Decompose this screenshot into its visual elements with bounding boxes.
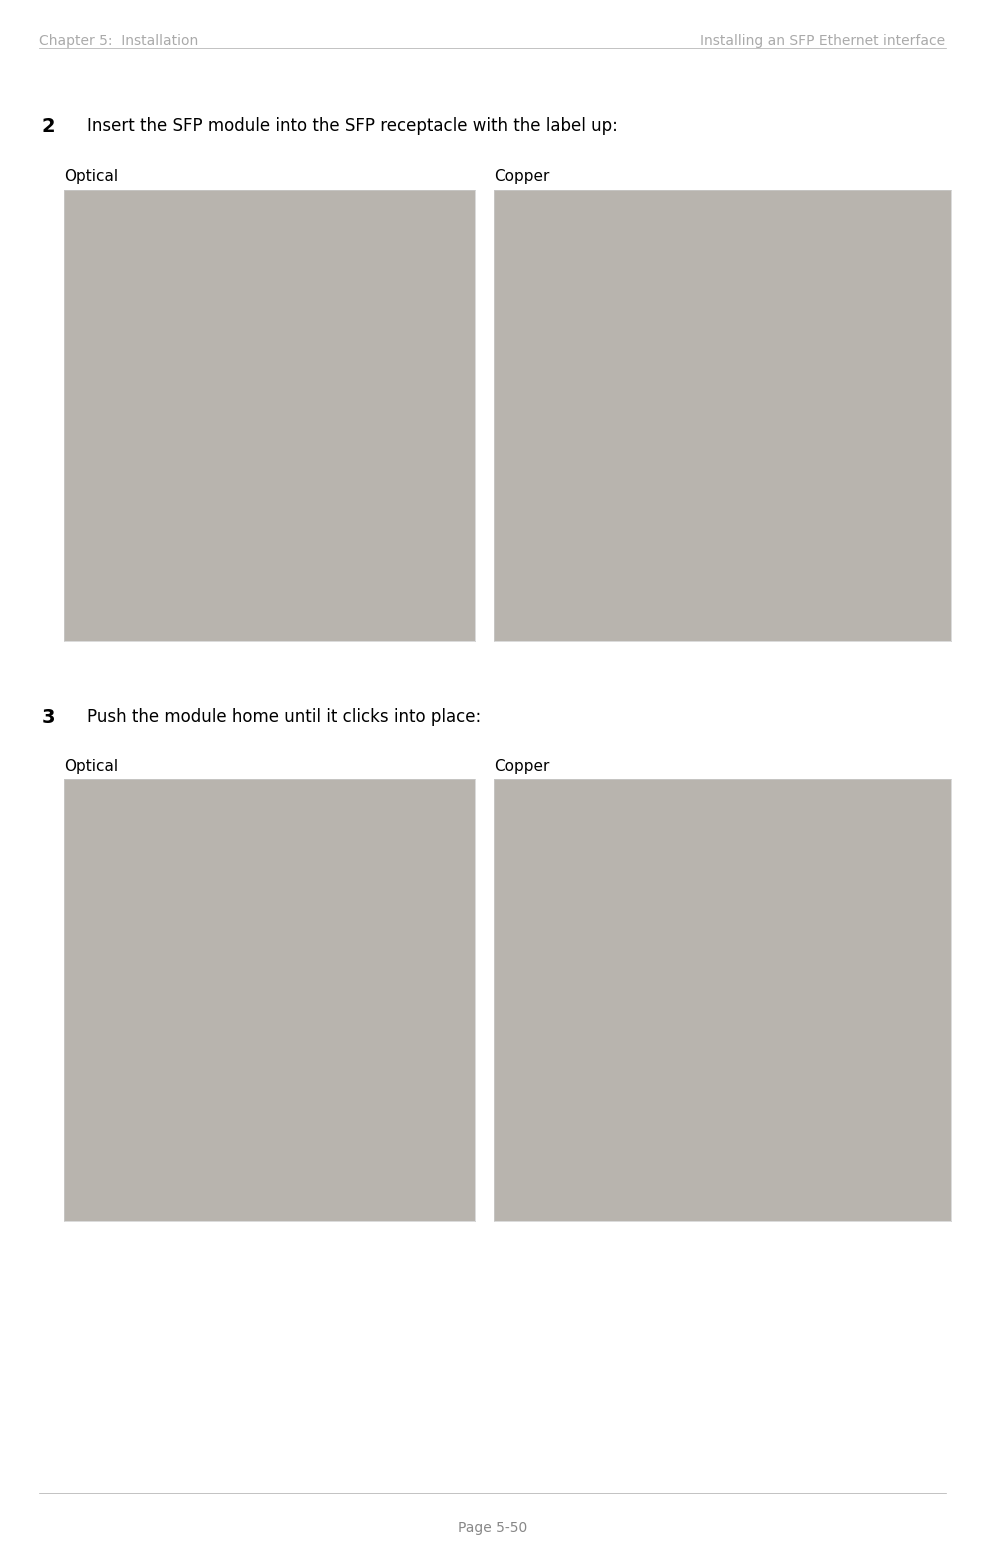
Text: Push the module home until it clicks into place:: Push the module home until it clicks int… — [87, 708, 481, 726]
Text: Copper: Copper — [494, 759, 550, 774]
Text: Chapter 5:  Installation: Chapter 5: Installation — [39, 34, 199, 48]
Text: 2: 2 — [41, 117, 55, 135]
Text: Page 5-50: Page 5-50 — [458, 1521, 527, 1535]
Text: Copper: Copper — [494, 169, 550, 185]
Text: Insert the SFP module into the SFP receptacle with the label up:: Insert the SFP module into the SFP recep… — [87, 117, 618, 135]
Text: Installing an SFP Ethernet interface: Installing an SFP Ethernet interface — [700, 34, 946, 48]
Text: Optical: Optical — [64, 759, 118, 774]
Text: 3: 3 — [41, 708, 55, 726]
Text: Optical: Optical — [64, 169, 118, 185]
